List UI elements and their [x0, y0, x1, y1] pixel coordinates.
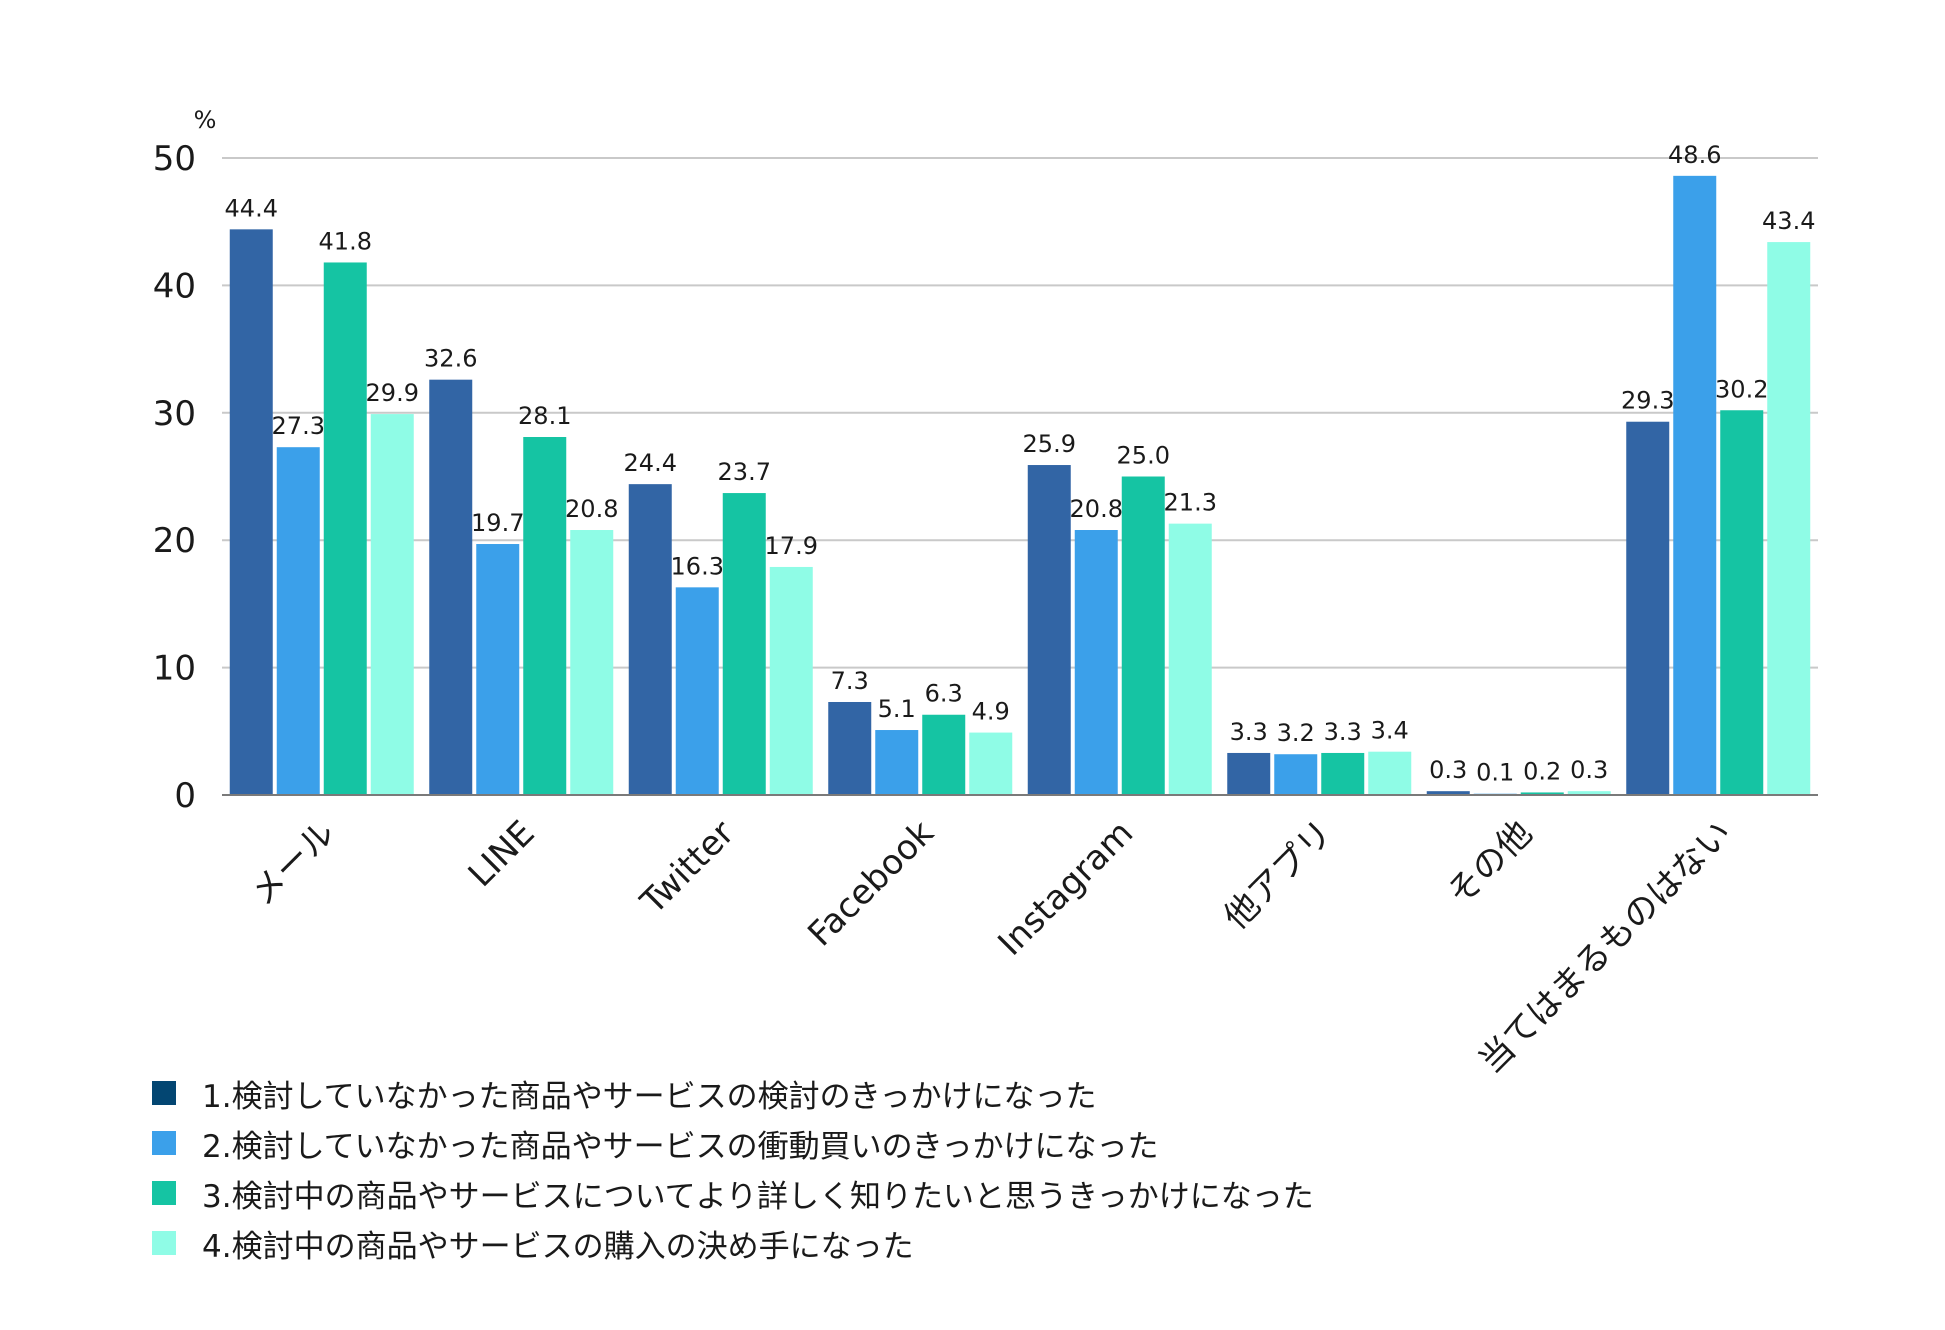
data-label: 29.3	[1621, 387, 1674, 415]
x-category-label: 他アプリ	[1216, 813, 1340, 937]
legend-item: 4.検討中の商品やサービスの購入の決め手になった	[152, 1218, 1314, 1268]
x-category-label: その他	[1440, 813, 1540, 913]
y-tick-label: 0	[174, 776, 196, 816]
legend-label: 1.検討していなかった商品やサービスの検討のきっかけになった	[202, 1078, 1097, 1115]
bar	[969, 732, 1013, 795]
y-tick-label: 10	[153, 649, 196, 689]
data-label: 7.3	[831, 667, 869, 695]
data-label: 0.3	[1570, 756, 1608, 784]
bar	[1027, 465, 1071, 795]
bar	[1567, 791, 1611, 795]
data-label: 21.3	[1164, 489, 1217, 517]
bar	[1074, 530, 1118, 795]
gridlines	[222, 157, 1818, 669]
bar	[1274, 754, 1318, 795]
bar	[1168, 523, 1212, 795]
legend-item: 3.検討中の商品やサービスについてより詳しく知りたいと思うきっかけになった	[152, 1168, 1314, 1218]
data-label: 29.9	[366, 379, 419, 407]
legend-item: 2.検討していなかった商品やサービスの衝動買いのきっかけになった	[152, 1118, 1314, 1168]
legend-label: 3.検討中の商品やサービスについてより詳しく知りたいと思うきっかけになった	[202, 1178, 1314, 1215]
bar	[1227, 752, 1271, 795]
bar	[476, 544, 520, 795]
bar	[1426, 791, 1470, 795]
legend-swatch-icon	[152, 1081, 176, 1105]
bar	[1121, 476, 1165, 795]
bar	[1720, 410, 1764, 795]
bar	[1626, 421, 1670, 795]
bar	[323, 262, 367, 795]
data-label: 20.8	[565, 495, 618, 523]
y-axis-unit-label: %	[194, 106, 217, 134]
bar	[1321, 752, 1365, 795]
data-label: 16.3	[671, 552, 724, 580]
data-label: 27.3	[272, 412, 325, 440]
data-label: 43.4	[1762, 207, 1815, 235]
x-category-label: Twitter	[633, 813, 743, 923]
bar	[429, 379, 473, 795]
data-label: 41.8	[319, 227, 372, 255]
data-label: 3.4	[1371, 717, 1409, 745]
data-label: 25.9	[1023, 430, 1076, 458]
x-axis-category-labels: メール LINE Twitter Facebook Instagram 他アプリ その他当て…	[243, 813, 1740, 1081]
bar	[523, 437, 567, 795]
data-label: 44.4	[225, 194, 278, 222]
y-tick-label: 50	[153, 139, 196, 179]
data-label: 20.8	[1070, 495, 1123, 523]
x-category-label: Instagram	[991, 813, 1142, 964]
legend-swatch-icon	[152, 1231, 176, 1255]
data-label: 28.1	[518, 402, 571, 430]
bar	[875, 730, 919, 795]
bar	[675, 587, 719, 795]
bar	[570, 530, 614, 795]
legend-item: 1.検討していなかった商品やサービスの検討のきっかけになった	[152, 1068, 1314, 1118]
data-label: 23.7	[718, 458, 771, 486]
data-label: 4.9	[972, 698, 1010, 726]
x-category-label: Facebook	[800, 813, 941, 954]
data-label: 0.2	[1523, 757, 1561, 785]
bar	[922, 714, 966, 795]
bar	[722, 493, 766, 795]
data-label: 0.3	[1429, 756, 1467, 784]
y-tick-label: 20	[153, 521, 196, 561]
legend-label: 4.検討中の商品やサービスの購入の決め手になった	[202, 1228, 914, 1265]
data-label: 3.2	[1277, 719, 1315, 747]
data-label: 6.3	[925, 680, 963, 708]
bar	[370, 414, 414, 795]
bar	[229, 229, 273, 795]
bar	[1673, 175, 1717, 795]
bar	[1368, 751, 1412, 795]
y-tick-label: 40	[153, 266, 196, 306]
y-tick-label: 30	[153, 394, 196, 434]
data-labels: 44.427.341.829.932.619.728.120.824.416.3…	[225, 141, 1816, 787]
data-label: 5.1	[878, 695, 916, 723]
data-label: 48.6	[1668, 141, 1721, 169]
legend-label: 2.検討していなかった商品やサービスの衝動買いのきっかけになった	[202, 1128, 1159, 1165]
data-label: 0.1	[1476, 759, 1514, 787]
bar	[1520, 792, 1564, 795]
data-label: 3.3	[1230, 718, 1268, 746]
bar	[769, 566, 813, 795]
x-category-label: LINE	[461, 813, 543, 895]
data-label: 3.3	[1324, 718, 1362, 746]
data-label: 17.9	[765, 532, 818, 560]
legend: 1.検討していなかった商品やサービスの検討のきっかけになった 2.検討していなか…	[152, 1068, 1314, 1268]
y-axis-ticks: 0 10 20 30 40 50	[153, 139, 196, 816]
legend-swatch-icon	[152, 1131, 176, 1155]
data-label: 25.0	[1117, 442, 1170, 470]
data-label: 30.2	[1715, 375, 1768, 403]
bar	[628, 484, 672, 795]
data-label: 32.6	[424, 345, 477, 373]
bar	[276, 447, 320, 795]
data-label: 24.4	[624, 449, 677, 477]
x-category-label: メール	[243, 813, 343, 913]
bar	[1767, 242, 1811, 796]
bar	[828, 701, 872, 795]
legend-swatch-icon	[152, 1181, 176, 1205]
data-label: 19.7	[471, 509, 524, 537]
bars	[229, 175, 1811, 796]
